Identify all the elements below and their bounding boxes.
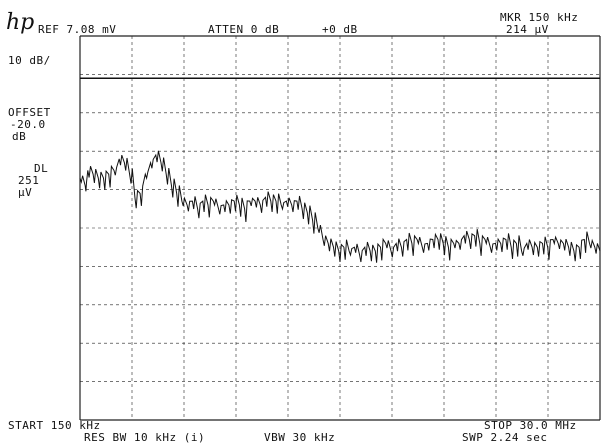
marker-frequency-label: MKR 150 kHz [500,11,579,24]
scale-label: 10 dB/ [8,54,51,67]
marker-value-label: 214 μV [506,23,549,36]
stop-frequency-label: STOP 30.0 MHz [484,419,577,432]
graticule [79,35,601,421]
display-line-unit: μV [18,186,33,199]
offset-unit: dB [12,130,27,143]
offset-label: OFFSET [8,106,51,119]
video-bandwidth-label: VBW 30 kHz [264,431,336,444]
display-line-value: 251 [18,174,40,187]
reference-level-label: REF 7.08 mV [38,23,117,36]
attenuation-offset-label: +0 dB [322,23,358,36]
resolution-bandwidth-label: RES BW 10 kHz (i) [84,431,206,444]
attenuation-label: ATTEN 0 dB [208,23,280,36]
sweep-time-label: SWP 2.24 sec [462,431,548,444]
offset-value: -20.0 [10,118,46,131]
start-frequency-label: START 150 kHz [8,419,101,432]
spectrum-trace [79,150,601,263]
hp-logo: hp [6,10,35,35]
display-line-label: DL [34,162,49,175]
